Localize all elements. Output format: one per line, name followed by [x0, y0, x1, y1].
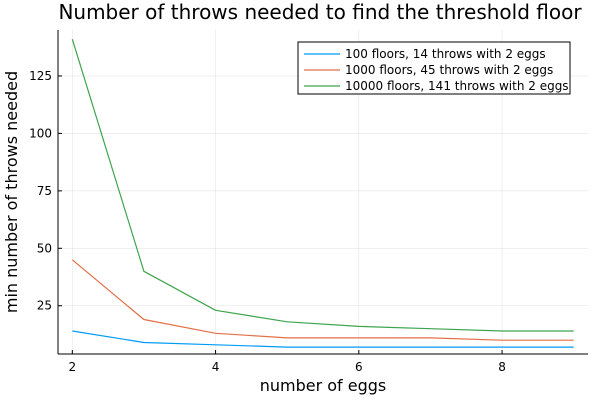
y-axis-ticks: 25 50 75 100 125 [29, 69, 62, 313]
axes [57, 30, 588, 355]
y-axis-label: min number of throws needed [2, 71, 21, 313]
legend-label-3: 10000 floors, 141 throws with 2 eggs [345, 79, 569, 93]
x-axis-label: number of eggs [260, 376, 387, 395]
y-tick-label: 25 [37, 299, 52, 313]
legend: 100 floors, 14 throws with 2 eggs 1000 fl… [297, 41, 571, 95]
chart-title: Number of throws needed to find the thre… [58, 0, 582, 24]
y-tick-label: 100 [29, 126, 52, 140]
series-line-3 [71, 39, 574, 332]
legend-box [297, 41, 571, 95]
y-tick-label: 125 [29, 69, 52, 83]
x-tick-label: 6 [355, 360, 363, 374]
x-tick-label: 8 [498, 360, 506, 374]
legend-label-2: 1000 floors, 45 throws with 2 eggs [345, 63, 553, 77]
series-line-2 [71, 259, 574, 341]
legend-label-1: 100 floors, 14 throws with 2 eggs [345, 47, 546, 61]
x-axis-ticks: 2 4 6 8 [69, 350, 506, 374]
series-line-1 [72, 330, 574, 348]
x-tick-label: 2 [69, 360, 77, 374]
y-tick-label: 50 [37, 241, 52, 255]
x-tick-label: 4 [212, 360, 220, 374]
series-lines [71, 39, 574, 348]
y-tick-label: 75 [37, 184, 52, 198]
